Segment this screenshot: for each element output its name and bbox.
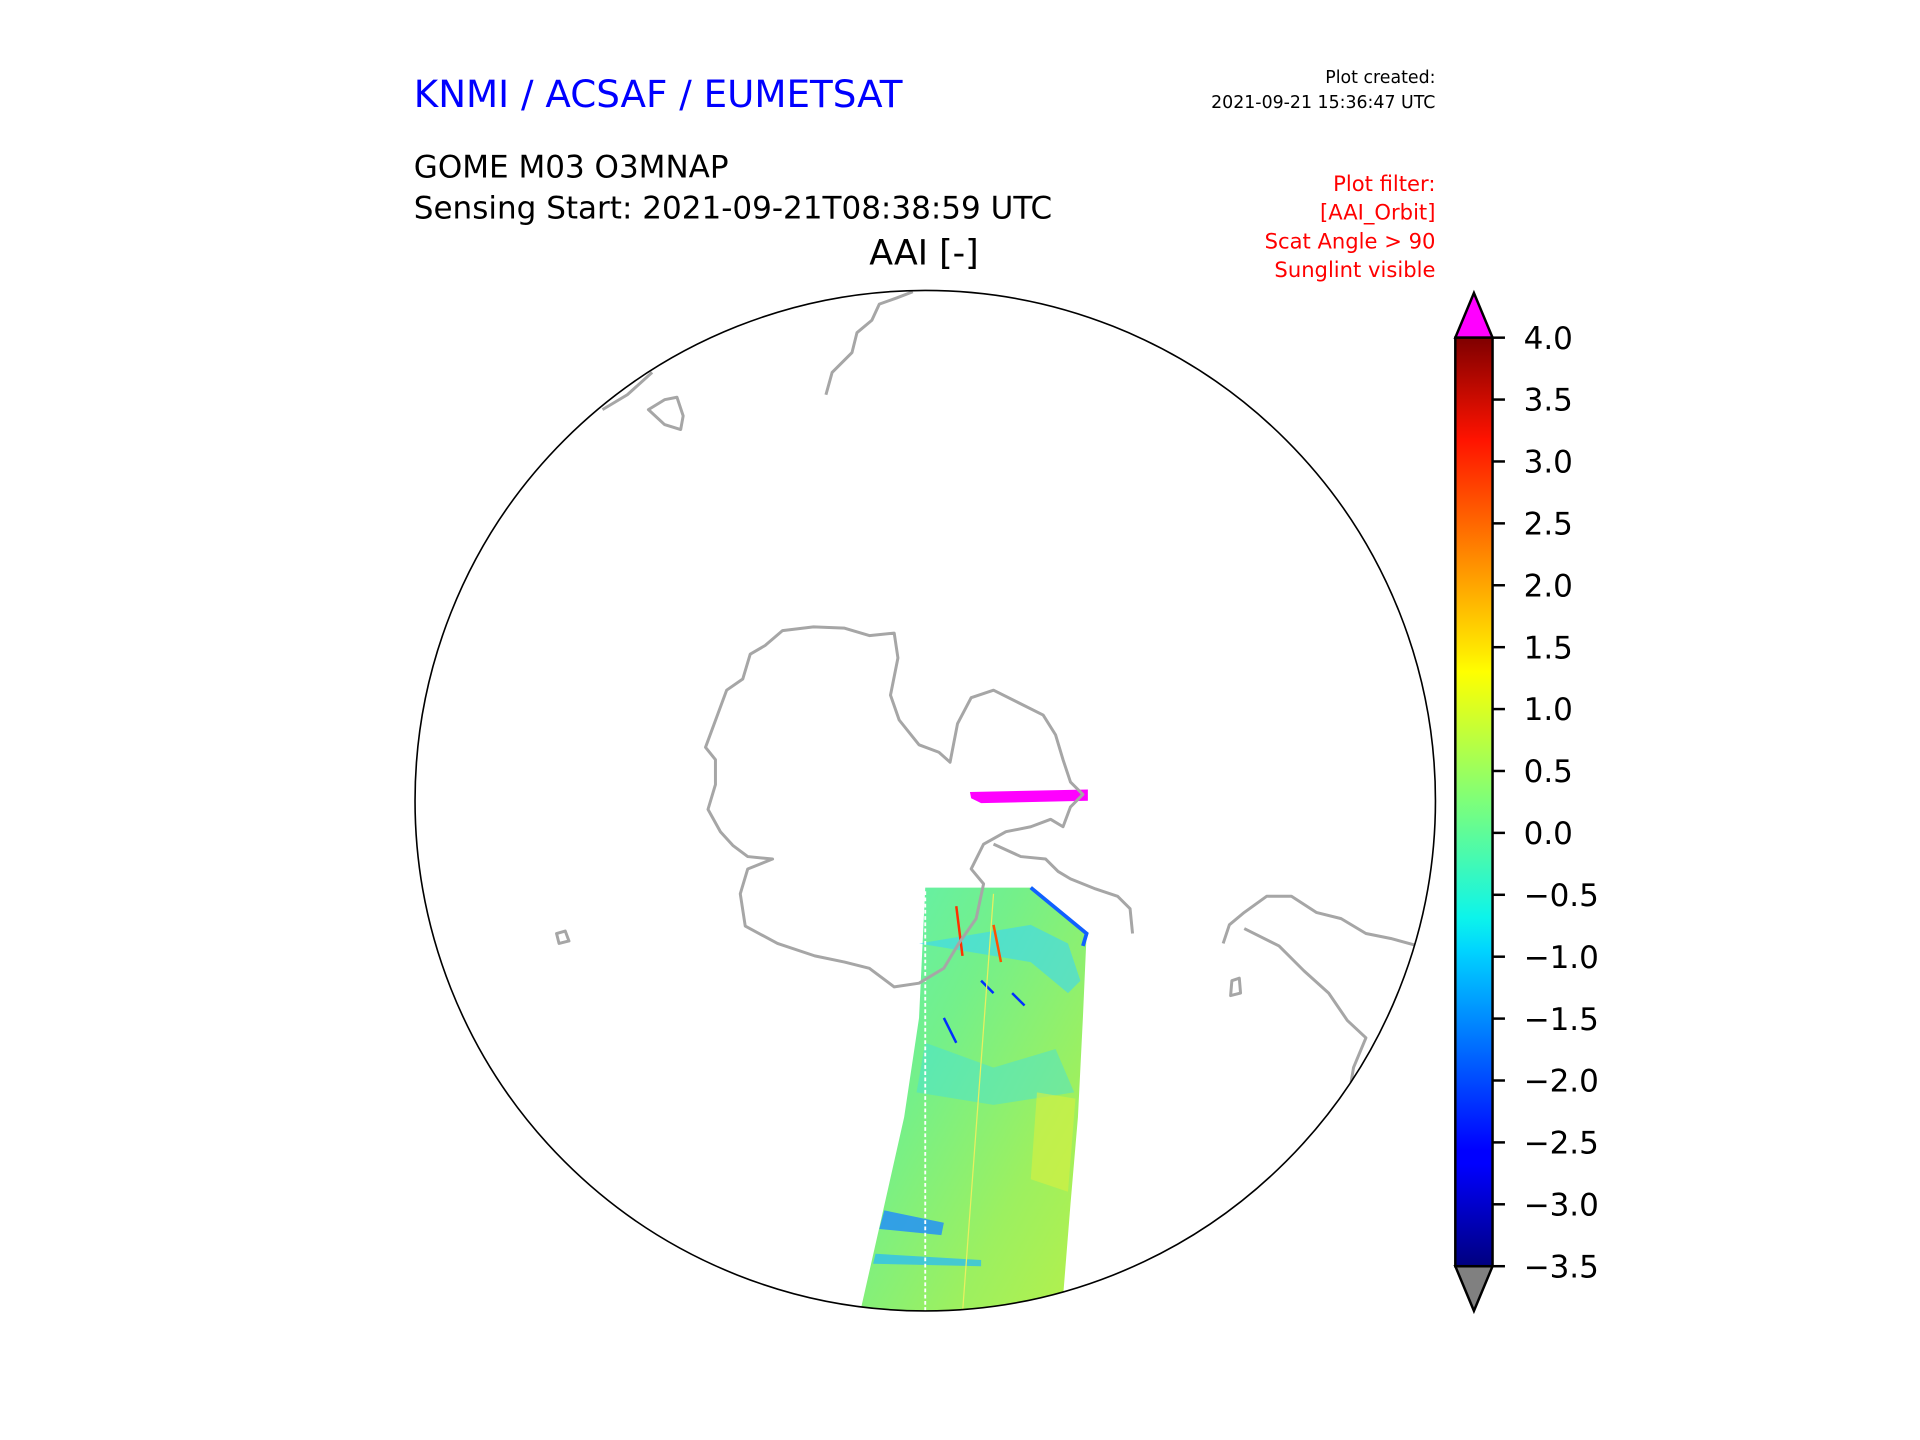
coastline-island [646, 395, 685, 432]
filter-line: [AAI_Orbit] [1320, 200, 1435, 226]
colorbar-tick-label: −1.0 [1524, 940, 1599, 976]
product-title: GOME M03 O3MNAP [414, 150, 729, 186]
over-range-strip [969, 789, 1088, 804]
colorbar-tick-label: −2.0 [1524, 1064, 1599, 1100]
colorbar: 4.0 3.5 3.0 2.5 2.0 1.5 1.0 0.5 0.0 −0.5 −1.0 −1.5 −… [1453, 289, 1599, 1315]
colorbar-tick-label: 1.0 [1524, 692, 1573, 728]
filter-line: Plot filter: [1333, 171, 1435, 196]
colorbar-tick-label: 3.5 [1524, 383, 1573, 419]
colorbar-tick-label: 0.5 [1524, 754, 1573, 790]
colorbar-tick-label: 4.0 [1524, 321, 1573, 357]
colorbar-under-extension [1453, 1264, 1495, 1315]
colorbar-tick-label: 2.5 [1524, 507, 1573, 543]
data-swath [860, 887, 1087, 1311]
plot-created-label: Plot created: [1325, 68, 1435, 88]
colorbar-tick-label: −1.5 [1524, 1002, 1599, 1038]
coastline-africa [1221, 894, 1419, 1083]
filter-line: Sunglint visible [1274, 257, 1435, 282]
organisation-title: KNMI / ACSAF / EUMETSAT [414, 72, 903, 116]
globe-outline [414, 289, 1437, 1312]
coastline-island [601, 371, 654, 411]
coastline-island [1229, 976, 1243, 998]
plot-filter: Plot filter: [AAI_Orbit] Scat Angle > 90… [1265, 171, 1436, 282]
coastline-island [555, 929, 571, 945]
colorbar-tick-label: 3.0 [1524, 445, 1573, 481]
chart-title: AAI [-] [869, 233, 978, 273]
map-globe [555, 290, 1419, 1311]
colorbar-tick-label: 1.5 [1524, 630, 1573, 666]
coastline-antarctica [704, 625, 1085, 989]
colorbar-tick-label: −2.5 [1524, 1126, 1599, 1162]
colorbar-tick-label: −3.5 [1524, 1249, 1599, 1285]
colorbar-gradient [1454, 336, 1494, 1268]
colorbar-ticks: 4.0 3.5 3.0 2.5 2.0 1.5 1.0 0.5 0.0 −0.5 −1.0 −1.5 −… [1492, 321, 1599, 1285]
plot-created-time: 2021-09-21 15:36:47 UTC [1211, 93, 1435, 113]
coastlines [555, 290, 1419, 1083]
colorbar-tick-label: 2.0 [1524, 568, 1573, 604]
coastline-south-america [824, 290, 914, 396]
sensing-start: Sensing Start: 2021-09-21T08:38:59 UTC [414, 190, 1052, 226]
coastline-peninsula [992, 842, 1135, 934]
colorbar-over-extension [1453, 289, 1495, 339]
filter-line: Scat Angle > 90 [1265, 228, 1436, 253]
colorbar-tick-label: 0.0 [1524, 816, 1573, 852]
colorbar-tick-label: −3.0 [1524, 1187, 1599, 1223]
colorbar-tick-label: −0.5 [1524, 878, 1599, 914]
